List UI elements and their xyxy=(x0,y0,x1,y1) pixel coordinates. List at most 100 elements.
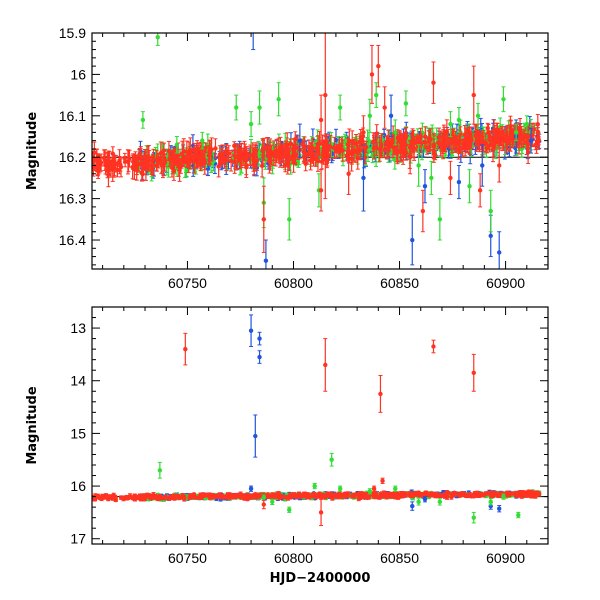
band-point xyxy=(109,160,114,170)
y-axis-label: Magnitude xyxy=(25,386,40,465)
band-point xyxy=(276,491,281,497)
data-point xyxy=(346,152,351,195)
band-point xyxy=(216,155,221,178)
band-point xyxy=(442,492,448,499)
band-point xyxy=(102,149,108,171)
y-tick-label: 16.4 xyxy=(59,232,86,248)
band-point xyxy=(378,147,383,159)
data-point xyxy=(467,169,472,204)
data-point xyxy=(257,350,262,364)
data-point xyxy=(257,331,262,346)
data-point xyxy=(200,131,205,150)
band-point xyxy=(272,494,277,499)
band-point xyxy=(342,493,347,499)
data-point xyxy=(471,353,476,392)
data-point xyxy=(318,169,324,212)
band-point xyxy=(288,492,293,497)
band-point xyxy=(378,493,384,498)
data-point xyxy=(318,94,324,146)
band-point xyxy=(357,491,362,497)
data-point xyxy=(393,119,398,146)
band-point xyxy=(118,158,123,172)
data-point xyxy=(488,189,493,233)
y-tick-label: 17 xyxy=(70,531,86,547)
band-point xyxy=(259,154,265,178)
band-point xyxy=(126,150,131,173)
band-point xyxy=(233,493,238,500)
data-point xyxy=(403,90,409,117)
band-point xyxy=(352,494,357,499)
band-point xyxy=(468,135,473,146)
band-point xyxy=(255,494,261,500)
band-point xyxy=(190,494,196,500)
band-point xyxy=(96,493,101,499)
data-point xyxy=(456,164,462,200)
band-point xyxy=(364,494,370,500)
data-point xyxy=(337,94,343,121)
band-point xyxy=(388,492,393,499)
band-point xyxy=(218,155,223,167)
band-point xyxy=(389,138,395,148)
data-point xyxy=(140,111,146,129)
data-point xyxy=(501,86,506,113)
data-point xyxy=(251,33,256,51)
band-point xyxy=(467,492,473,498)
band-point xyxy=(428,128,433,151)
band-point xyxy=(350,130,355,154)
band-point xyxy=(510,491,515,496)
band-point xyxy=(237,147,243,159)
band-point xyxy=(322,495,327,500)
band-point xyxy=(483,133,488,152)
band-point xyxy=(435,493,440,498)
band-point xyxy=(106,161,111,188)
band-point xyxy=(287,147,292,171)
band-point xyxy=(351,138,357,162)
band-point xyxy=(314,492,320,497)
band-point xyxy=(110,146,116,162)
band-point xyxy=(371,132,376,153)
band-point xyxy=(210,494,215,499)
band-point xyxy=(232,150,237,161)
data-point xyxy=(261,499,266,510)
band-point xyxy=(279,149,284,163)
band-point xyxy=(113,155,119,173)
band-point xyxy=(449,493,454,500)
y-tick-label: 15.9 xyxy=(59,25,86,41)
band-point xyxy=(158,141,163,165)
data-point xyxy=(422,169,428,204)
data-point xyxy=(371,485,377,492)
band-point xyxy=(182,495,187,502)
band-point xyxy=(452,492,458,497)
x-tick-label: 60800 xyxy=(274,275,313,291)
data-point xyxy=(369,44,375,104)
band-point xyxy=(138,148,143,165)
band-point xyxy=(477,130,482,141)
band-point xyxy=(169,494,174,500)
data-point xyxy=(448,111,453,138)
data-point xyxy=(480,144,485,187)
data-point xyxy=(257,90,262,125)
data-point xyxy=(248,314,254,347)
band-point xyxy=(325,491,330,497)
band-point xyxy=(445,128,451,148)
band-point xyxy=(142,495,147,502)
x-tick-label: 60750 xyxy=(168,550,207,566)
band-point xyxy=(325,149,331,162)
band-point xyxy=(400,494,405,499)
band-point xyxy=(245,495,251,501)
band-point xyxy=(340,139,345,162)
y-tick-label: 16.1 xyxy=(59,108,86,124)
band-point xyxy=(242,143,248,169)
band-point xyxy=(470,492,476,499)
plot-area xyxy=(92,314,548,527)
band-point xyxy=(154,159,159,172)
band-point xyxy=(485,122,490,134)
x-tick-label: 60900 xyxy=(486,275,525,291)
band-point xyxy=(184,152,190,168)
band-point xyxy=(334,144,340,154)
plot-area xyxy=(92,33,548,269)
data-point xyxy=(513,123,519,142)
data-point xyxy=(524,115,529,133)
band-point xyxy=(535,113,541,135)
